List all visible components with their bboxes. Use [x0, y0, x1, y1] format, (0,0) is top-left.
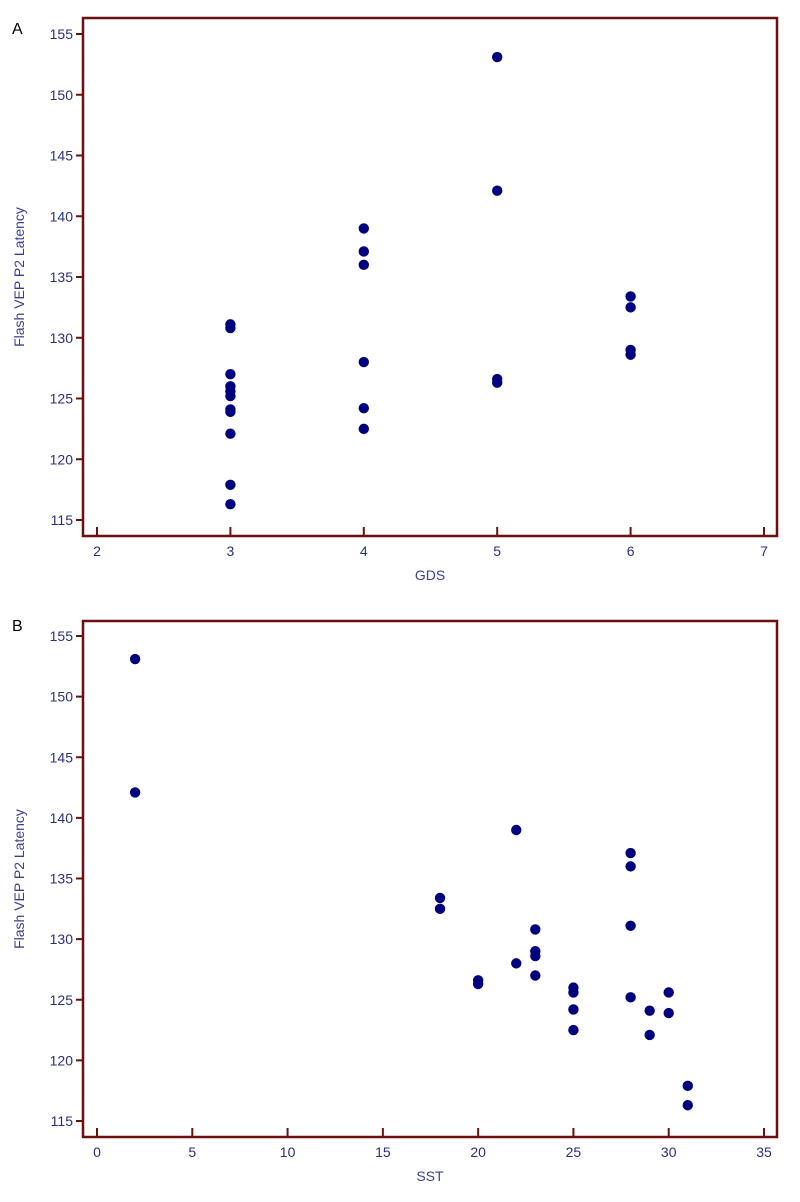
y-tick-label: 125 — [50, 391, 74, 407]
x-tick-label: 0 — [93, 1144, 101, 1160]
x-axis-title: SST — [416, 1168, 444, 1184]
data-point — [129, 787, 141, 798]
y-tick-label: 150 — [50, 689, 74, 705]
x-tick-label: 20 — [470, 1144, 486, 1160]
panel-B: B 115 120 125 130 135 140 145 150 155 0 5 10 15 20 25 30… — [11, 618, 779, 1184]
y-tick-label: 155 — [50, 628, 74, 644]
data-point — [492, 377, 503, 388]
y-tick-label: 145 — [50, 749, 74, 765]
data-point — [358, 423, 369, 435]
data-point — [625, 920, 636, 931]
data-point — [358, 246, 369, 257]
y-tick-label: 130 — [50, 330, 74, 346]
data-point — [682, 1100, 693, 1111]
data-point — [530, 970, 541, 981]
y-tick-label: 135 — [50, 871, 74, 887]
data-point — [225, 406, 236, 418]
y-tick-label: 120 — [50, 451, 74, 467]
data-point — [492, 185, 503, 196]
data-point — [530, 924, 541, 935]
data-point — [568, 1024, 579, 1036]
data-point — [492, 51, 503, 63]
data-point — [472, 978, 484, 990]
plot-frame — [81, 619, 779, 1139]
data-point — [511, 958, 522, 969]
y-axis-title: Flash VEP P2 Latency — [11, 207, 27, 347]
x-tick-label: 15 — [375, 1144, 391, 1160]
data-point — [625, 349, 636, 360]
x-tick-label: 4 — [360, 543, 368, 559]
x-tick-label: 30 — [661, 1144, 677, 1160]
data-point — [225, 479, 236, 490]
data-point — [225, 322, 236, 334]
x-tick-label: 10 — [280, 1144, 296, 1160]
data-point — [434, 903, 446, 915]
panel-label: A — [12, 21, 23, 38]
x-tick-label: 2 — [93, 543, 101, 559]
data-point — [625, 992, 636, 1003]
data-point — [225, 428, 236, 439]
y-tick-label: 140 — [50, 810, 74, 826]
data-point — [358, 259, 369, 271]
data-point — [225, 499, 236, 510]
panel-A: A 115 120 125 130 135 140 145 150 155 2 3 4 5 6 7 GDS Fla… — [11, 16, 779, 583]
data-point — [129, 653, 141, 665]
data-point — [225, 390, 236, 402]
data-point — [511, 824, 522, 836]
y-tick-label: 140 — [50, 208, 74, 224]
data-point — [530, 950, 541, 962]
data-point — [682, 1080, 693, 1092]
x-tick-label: 25 — [566, 1144, 582, 1160]
x-tick-label: 5 — [188, 1144, 196, 1160]
data-point — [644, 1005, 655, 1016]
y-tick-label: 125 — [50, 992, 74, 1008]
y-tick-label: 150 — [50, 87, 74, 103]
y-tick-label: 115 — [51, 512, 74, 528]
data-point — [225, 369, 236, 380]
data-point — [625, 861, 636, 872]
data-point — [358, 356, 369, 368]
panel-label: B — [12, 618, 23, 635]
x-tick-label: 5 — [493, 543, 501, 559]
x-tick-label: 7 — [760, 543, 768, 559]
y-tick-label: 155 — [50, 26, 74, 42]
data-point — [663, 1007, 674, 1019]
y-tick-label: 145 — [50, 148, 74, 164]
data-point — [625, 291, 636, 302]
y-axis-title: Flash VEP P2 Latency — [11, 809, 27, 949]
y-tick-label: 120 — [50, 1052, 74, 1068]
x-tick-label: 3 — [227, 543, 235, 559]
data-point — [644, 1029, 655, 1041]
y-tick-label: 135 — [50, 269, 74, 285]
data-point — [625, 847, 636, 859]
data-point — [358, 403, 369, 414]
x-axis-title: GDS — [415, 567, 445, 583]
data-point — [434, 892, 446, 904]
x-tick-label: 6 — [627, 543, 635, 559]
x-tick-label: 35 — [756, 1144, 772, 1160]
y-tick-label: 130 — [50, 931, 74, 947]
data-point — [663, 987, 674, 998]
data-point — [568, 987, 579, 998]
data-point — [568, 1004, 579, 1015]
data-point — [358, 223, 369, 234]
plot-frame — [81, 16, 779, 538]
data-point — [625, 302, 636, 313]
y-tick-label: 115 — [51, 1113, 74, 1129]
